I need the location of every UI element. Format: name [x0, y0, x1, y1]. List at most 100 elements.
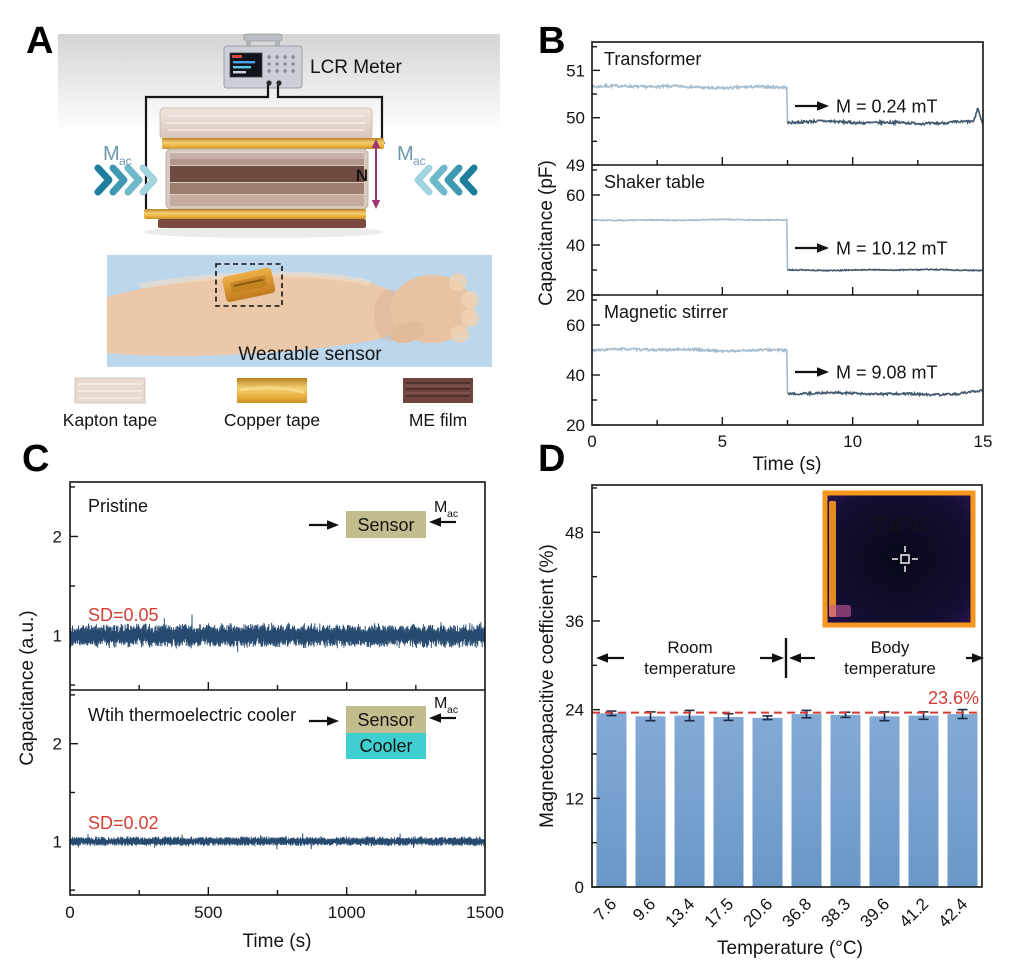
svg-text:temperature: temperature — [644, 659, 736, 678]
sensor-box — [346, 511, 426, 538]
panel-c-chart: 2 1 2 1 0 500 1000 1500 Capacitance (a.u.) Time… — [17, 481, 504, 952]
series-line-after-field — [787, 267, 984, 273]
panel-a-schematic: LCR Meter N M ac — [58, 33, 500, 430]
b-annotation-shaker: M = 10.12 mT — [795, 239, 948, 259]
y-tick-label: 0 — [575, 878, 584, 897]
kapton-legend-label: Kapton tape — [63, 410, 157, 430]
c-inset-sensor-only: Sensor M ac — [309, 499, 458, 538]
room-temp-label: Room — [667, 638, 712, 657]
y-tick-label: 40 — [566, 236, 585, 255]
x-tick-label: 1000 — [328, 903, 366, 922]
y-tick-label: 49 — [566, 156, 585, 175]
svg-text:M = 9.08 mT: M = 9.08 mT — [836, 363, 938, 383]
y-tick-label: 51 — [566, 61, 585, 80]
bar — [947, 714, 978, 887]
x-category-label: 39.6 — [856, 894, 893, 931]
sensor-patch-icon — [222, 267, 276, 302]
copper-bottom-electrode — [144, 209, 366, 219]
inset-temperature-readout: 7.6 °C — [874, 516, 927, 537]
y-tick-label: 1 — [53, 832, 62, 851]
y-tick-label: 24 — [565, 701, 584, 720]
bar — [635, 716, 666, 887]
noise-trace — [69, 614, 486, 653]
arrow-left-icon — [429, 713, 441, 723]
x-category-label: 38.3 — [817, 894, 854, 931]
lcr-meter-icon — [223, 33, 303, 89]
x-tick-label: 0 — [65, 903, 74, 922]
panel-a-label: A — [26, 20, 54, 62]
x-category-label: 17.5 — [700, 894, 737, 931]
field-chevrons-right — [414, 164, 478, 196]
panel-d-chart: 7.6 9.6 13.4 17.5 20.6 36.8 38.3 39.6 41.2 42.4 0 1… — [537, 484, 984, 959]
me-film-swatch — [403, 378, 473, 403]
c-mac-sub: ac — [447, 508, 458, 520]
y-tick-label: 12 — [565, 789, 584, 808]
c-mac-sub: ac — [447, 704, 458, 716]
b-y-axis-label: Capacitance (pF) — [536, 160, 557, 306]
bar — [713, 717, 744, 887]
x-tick-label: 1500 — [466, 903, 504, 922]
d-axes-frame — [591, 484, 983, 888]
copper-legend-label: Copper tape — [224, 410, 320, 430]
c-sd-label-pristine: SD=0.05 — [88, 605, 159, 625]
y-tick-label: 2 — [53, 527, 62, 546]
me-film-legend-label: ME film — [409, 410, 467, 430]
d-x-axis-label: Temperature (°C) — [717, 938, 863, 959]
x-category-label: 42.4 — [934, 894, 971, 931]
x-tick-label: 0 — [587, 432, 596, 451]
x-category-label: 20.6 — [739, 894, 776, 931]
b-annotation-stirrer: M = 9.08 mT — [795, 363, 938, 383]
y-tick-label: 50 — [566, 109, 585, 128]
bar — [791, 714, 822, 887]
series-line-after-field — [786, 107, 984, 127]
crosshair-icon — [892, 546, 918, 572]
c-subplot-title-pristine: Pristine — [88, 496, 148, 516]
x-category-label: 7.6 — [590, 894, 620, 924]
x-tick-label: 5 — [718, 432, 727, 451]
reference-value-label: 23.6% — [928, 688, 979, 708]
panel-c-label: C — [22, 438, 50, 480]
d-y-axis-label: Magnetocapacitive coefficient (%) — [537, 544, 558, 828]
noise-trace — [69, 833, 486, 850]
arrow-right-icon — [327, 716, 339, 726]
c-y-axis-label: Capacitance (a.u.) — [17, 610, 38, 765]
wearable-sensor-label: Wearable sensor — [238, 344, 382, 365]
arrow-left-icon — [596, 653, 608, 663]
c-mac-label: M — [434, 499, 447, 516]
sensor-box-label: Sensor — [357, 515, 414, 535]
y-tick-label: 1 — [53, 627, 62, 646]
arrow-right-icon — [772, 653, 784, 663]
mac-label-left: M — [103, 143, 120, 165]
arrow-left-icon — [789, 653, 801, 663]
temperature-region-annotation: Room temperature Body temperature — [596, 638, 984, 678]
x-tick-label: 15 — [974, 432, 993, 451]
y-tick-label: 2 — [53, 735, 62, 754]
arrow-right-icon — [817, 367, 829, 377]
bar — [869, 716, 900, 887]
b-x-axis-label: Time (s) — [753, 454, 822, 475]
x-tick-label: 500 — [194, 903, 222, 922]
bar — [674, 715, 705, 887]
y-tick-label: 36 — [565, 612, 584, 631]
mac-sub-left: ac — [119, 154, 132, 168]
series-line-after-field — [787, 388, 984, 398]
thermal-image-inset: 7.6 °C — [822, 490, 976, 628]
c-x-axis-label: Time (s) — [243, 931, 312, 952]
copper-top-electrode — [162, 138, 384, 149]
svg-text:temperature: temperature — [844, 659, 936, 678]
svg-text:M = 10.12 mT: M = 10.12 mT — [836, 239, 948, 259]
arrow-right-icon — [972, 653, 984, 663]
cooler-box — [346, 733, 426, 759]
panel-b-label: B — [538, 20, 566, 62]
sensor-stack — [143, 107, 384, 238]
b-axes-frame — [591, 41, 984, 426]
sensor-box-label: Sensor — [357, 710, 414, 730]
panel-d-label: D — [538, 438, 566, 480]
body-temp-label: Body — [871, 638, 910, 657]
arrow-right-icon — [817, 243, 829, 253]
series-line-before-field — [591, 218, 789, 271]
arrow-right-icon — [817, 101, 829, 111]
n-thickness-arrow — [371, 139, 381, 209]
